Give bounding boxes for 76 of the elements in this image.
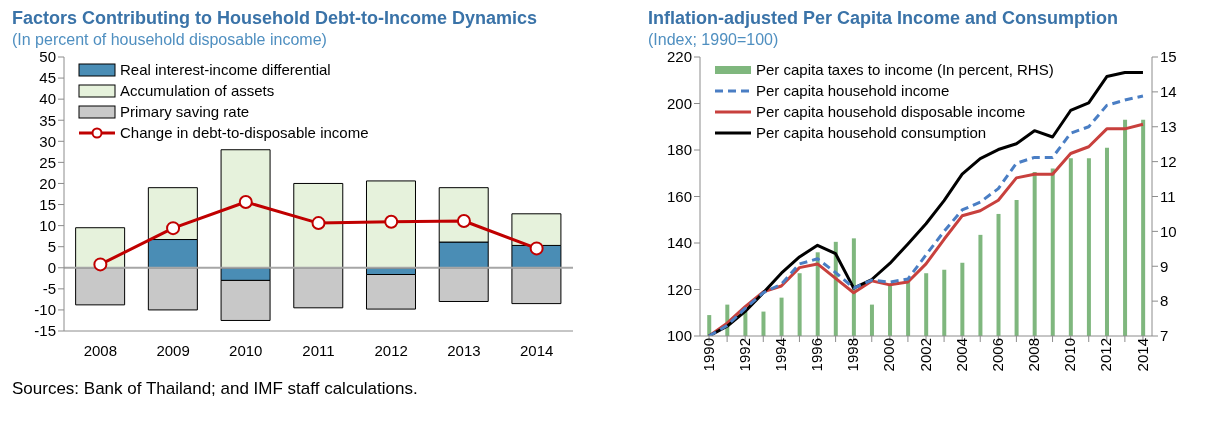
- bar: [438, 267, 489, 302]
- point: [384, 214, 399, 229]
- legend-label: Per capita household disposable income: [756, 103, 1026, 120]
- x-tick-label: 1990: [699, 338, 717, 372]
- x-tick-label: 2013: [447, 341, 481, 359]
- y-tick-label: 200: [666, 94, 692, 112]
- y2-tick-label: 15: [1160, 48, 1177, 66]
- y-tick-label: 20: [39, 174, 56, 192]
- point: [311, 216, 326, 231]
- x-tick-label: 2014: [519, 341, 554, 359]
- x-tick-label: 2010: [229, 341, 263, 359]
- x-tick-label: 2011: [302, 341, 335, 359]
- chart-title: Inflation-adjusted Per Capita Income and Consumption: [648, 8, 1120, 29]
- x-tick-label: 1996: [808, 338, 826, 372]
- y-tick-label: 0: [47, 259, 56, 277]
- y2-tick-label: 10: [1160, 222, 1177, 240]
- point: [93, 257, 108, 272]
- x-tick-label: 2009: [156, 341, 190, 359]
- y2-tick-label: 8: [1160, 292, 1169, 310]
- legend-label: Accumulation of assets: [120, 82, 275, 99]
- bar: [293, 182, 344, 269]
- point: [238, 195, 253, 210]
- chart-title: Factors Contributing to Household Debt-to-Income Dynamics: [12, 8, 538, 29]
- x-tick-label: 2012: [1097, 338, 1115, 372]
- x-tick-label: 2006: [988, 338, 1006, 372]
- y2-tick-label: 7: [1160, 327, 1169, 345]
- y-tick-label: 160: [666, 187, 692, 205]
- y-tick-label: 10: [39, 216, 56, 234]
- y-tick-label: 120: [666, 280, 692, 298]
- bar: [220, 149, 271, 269]
- y-tick-label: -10: [34, 301, 56, 319]
- x-tick-label: 2008: [1025, 338, 1043, 372]
- y-tick-label: 15: [39, 195, 56, 213]
- legend-label: Change in debt-to-disposable income: [120, 124, 369, 141]
- x-tick-label: 2000: [880, 338, 898, 372]
- y-tick-label: -15: [34, 322, 56, 340]
- legend-label: Per capita household income: [756, 82, 950, 99]
- x-tick-label: 1992: [735, 338, 753, 372]
- x-tick-label: 2004: [952, 338, 970, 372]
- x-tick-label: 2002: [916, 338, 934, 372]
- y-tick-label: 5: [47, 238, 56, 256]
- bar: [147, 267, 198, 311]
- source-note: Sources: Bank of Thailand; and IMF staff calculations.: [12, 379, 419, 399]
- y-tick-label: 45: [39, 69, 56, 87]
- bar: [293, 267, 344, 309]
- y-tick-label: -5: [42, 280, 56, 298]
- y2-tick-label: 14: [1160, 83, 1177, 101]
- x-tick-label: 1998: [844, 338, 862, 372]
- chart-subtitle: (Index; 1990=100): [648, 31, 780, 49]
- point: [166, 221, 181, 236]
- legend-label: Primary saving rate: [120, 103, 250, 120]
- chart-subtitle: (In percent of household disposable income): [12, 31, 328, 49]
- x-tick-label: 2010: [1061, 338, 1079, 372]
- bar: [75, 267, 126, 306]
- x-tick-label: 2008: [83, 341, 118, 359]
- bar: [365, 180, 416, 269]
- y2-tick-label: 13: [1160, 118, 1177, 136]
- legend-label: Real interest-income differential: [120, 61, 331, 78]
- y-tick-label: 220: [666, 48, 692, 66]
- y-tick-label: 30: [39, 132, 56, 150]
- legend-label: Per capita household consumption: [756, 124, 987, 141]
- y-tick-label: 25: [39, 153, 56, 171]
- x-tick-label: 2014: [1133, 338, 1151, 372]
- y2-tick-label: 11: [1160, 187, 1176, 205]
- y-tick-label: 40: [39, 90, 56, 108]
- y-tick-label: 50: [39, 48, 56, 66]
- bar: [511, 267, 562, 305]
- legend-label: Per capita taxes to income (In percent, RHS): [756, 61, 1054, 78]
- y-tick-label: 140: [666, 234, 692, 252]
- y-tick-label: 180: [666, 141, 692, 159]
- y-tick-label: 35: [39, 111, 56, 129]
- x-tick-label: 2012: [374, 341, 408, 359]
- y-tick-label: 100: [666, 327, 692, 345]
- x-tick-label: 1994: [772, 338, 790, 372]
- y2-tick-label: 9: [1160, 257, 1169, 275]
- y2-tick-label: 12: [1160, 152, 1177, 170]
